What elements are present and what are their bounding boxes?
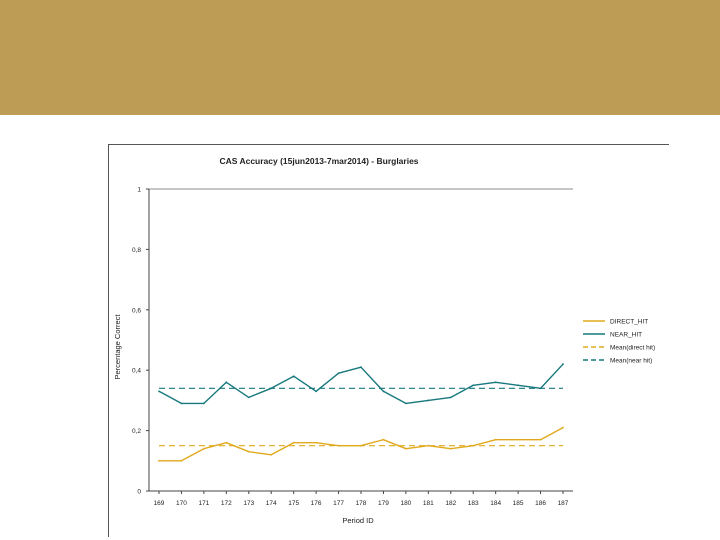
legend-label-near-hit: NEAR_HIT — [610, 332, 642, 339]
x-axis-label: Period ID — [342, 516, 374, 525]
header-band — [0, 0, 720, 115]
chart-title: CAS Accuracy (15jun2013-7mar2014) - Burg… — [219, 156, 418, 166]
y-tick-label: 0,6 — [132, 307, 141, 314]
legend-label-direct-hit: DIRECT_HIT — [610, 319, 648, 326]
axes: 0 0,2 0,4 0,6 0,8 1 169 170 171 172 173 174 175 176 17… — [132, 187, 573, 507]
data-point-near-hit — [247, 396, 250, 399]
data-point-near-hit — [158, 390, 160, 393]
legend-label-mean-near-hit: Mean(near hit) — [610, 358, 652, 365]
data-point-near-hit — [382, 390, 385, 393]
data-point-near-hit — [404, 402, 407, 405]
data-point-direct-hit — [382, 438, 385, 441]
x-tick-label: 174 — [266, 500, 277, 507]
legend-label-mean-direct-hit: Mean(direct hit) — [610, 345, 655, 352]
data-point-direct-hit — [158, 459, 160, 462]
x-tick-label: 170 — [176, 500, 187, 507]
y-tick-label: 0,2 — [132, 428, 141, 435]
series-line-direct-hit — [159, 426, 564, 462]
data-point-near-hit — [360, 366, 362, 369]
data-point-direct-hit — [292, 441, 295, 444]
x-tick-label: 169 — [154, 500, 165, 507]
data-point-direct-hit — [427, 444, 430, 447]
data-point-near-hit — [202, 402, 205, 405]
x-tick-label: 176 — [311, 500, 322, 507]
chart-frame: CAS Accuracy (15jun2013-7mar2014) - Burg… — [108, 144, 669, 537]
x-tick-label: 180 — [400, 500, 411, 507]
data-point-direct-hit — [202, 447, 205, 450]
x-tick-label: 175 — [288, 500, 299, 507]
data-point-near-hit — [225, 381, 228, 384]
x-tick-label: 178 — [356, 500, 367, 507]
data-point-direct-hit — [449, 447, 452, 450]
data-point-direct-hit — [180, 459, 183, 462]
data-point-direct-hit — [517, 438, 520, 441]
data-point-near-hit — [562, 363, 564, 366]
data-point-near-hit — [427, 399, 430, 402]
data-point-near-hit — [517, 384, 520, 387]
x-tick-label: 186 — [535, 500, 546, 507]
y-axis-label: Percentage Correct — [113, 314, 122, 380]
x-tick-label: 187 — [558, 500, 569, 507]
data-point-near-hit — [449, 396, 452, 399]
x-tick-label: 184 — [490, 500, 501, 507]
data-point-near-hit — [472, 384, 475, 387]
series-group — [158, 363, 564, 462]
data-point-direct-hit — [404, 447, 407, 450]
data-point-near-hit — [180, 402, 183, 405]
x-tick-label: 177 — [333, 500, 344, 507]
y-tick-label: 1 — [137, 187, 141, 194]
x-tick-label: 185 — [513, 500, 524, 507]
legend: DIRECT_HIT NEAR_HIT Mean(direct hit) Mean(n… — [583, 319, 655, 365]
data-point-direct-hit — [270, 453, 273, 456]
data-point-direct-hit — [315, 441, 318, 444]
y-tick-label: 0,4 — [132, 368, 141, 375]
data-point-near-hit — [337, 372, 340, 375]
line-chart: CAS Accuracy (15jun2013-7mar2014) - Burg… — [113, 156, 655, 525]
x-tick-label: 183 — [468, 500, 479, 507]
data-point-near-hit — [292, 375, 295, 378]
data-point-direct-hit — [494, 438, 497, 441]
series-line-near-hit — [158, 363, 564, 405]
x-tick-label: 173 — [243, 500, 254, 507]
y-tick-label: 0 — [137, 489, 141, 496]
data-point-direct-hit — [225, 441, 228, 444]
x-tick-label: 182 — [445, 500, 456, 507]
data-point-direct-hit — [539, 438, 542, 441]
data-point-direct-hit — [562, 426, 564, 429]
y-tick-label: 0,8 — [132, 247, 141, 254]
x-tick-label: 172 — [221, 500, 232, 507]
x-tick-label: 179 — [378, 500, 389, 507]
x-tick-label: 181 — [423, 500, 434, 507]
data-point-near-hit — [315, 390, 318, 393]
data-point-direct-hit — [247, 450, 250, 453]
data-point-near-hit — [494, 381, 497, 384]
x-tick-label: 171 — [198, 500, 209, 507]
